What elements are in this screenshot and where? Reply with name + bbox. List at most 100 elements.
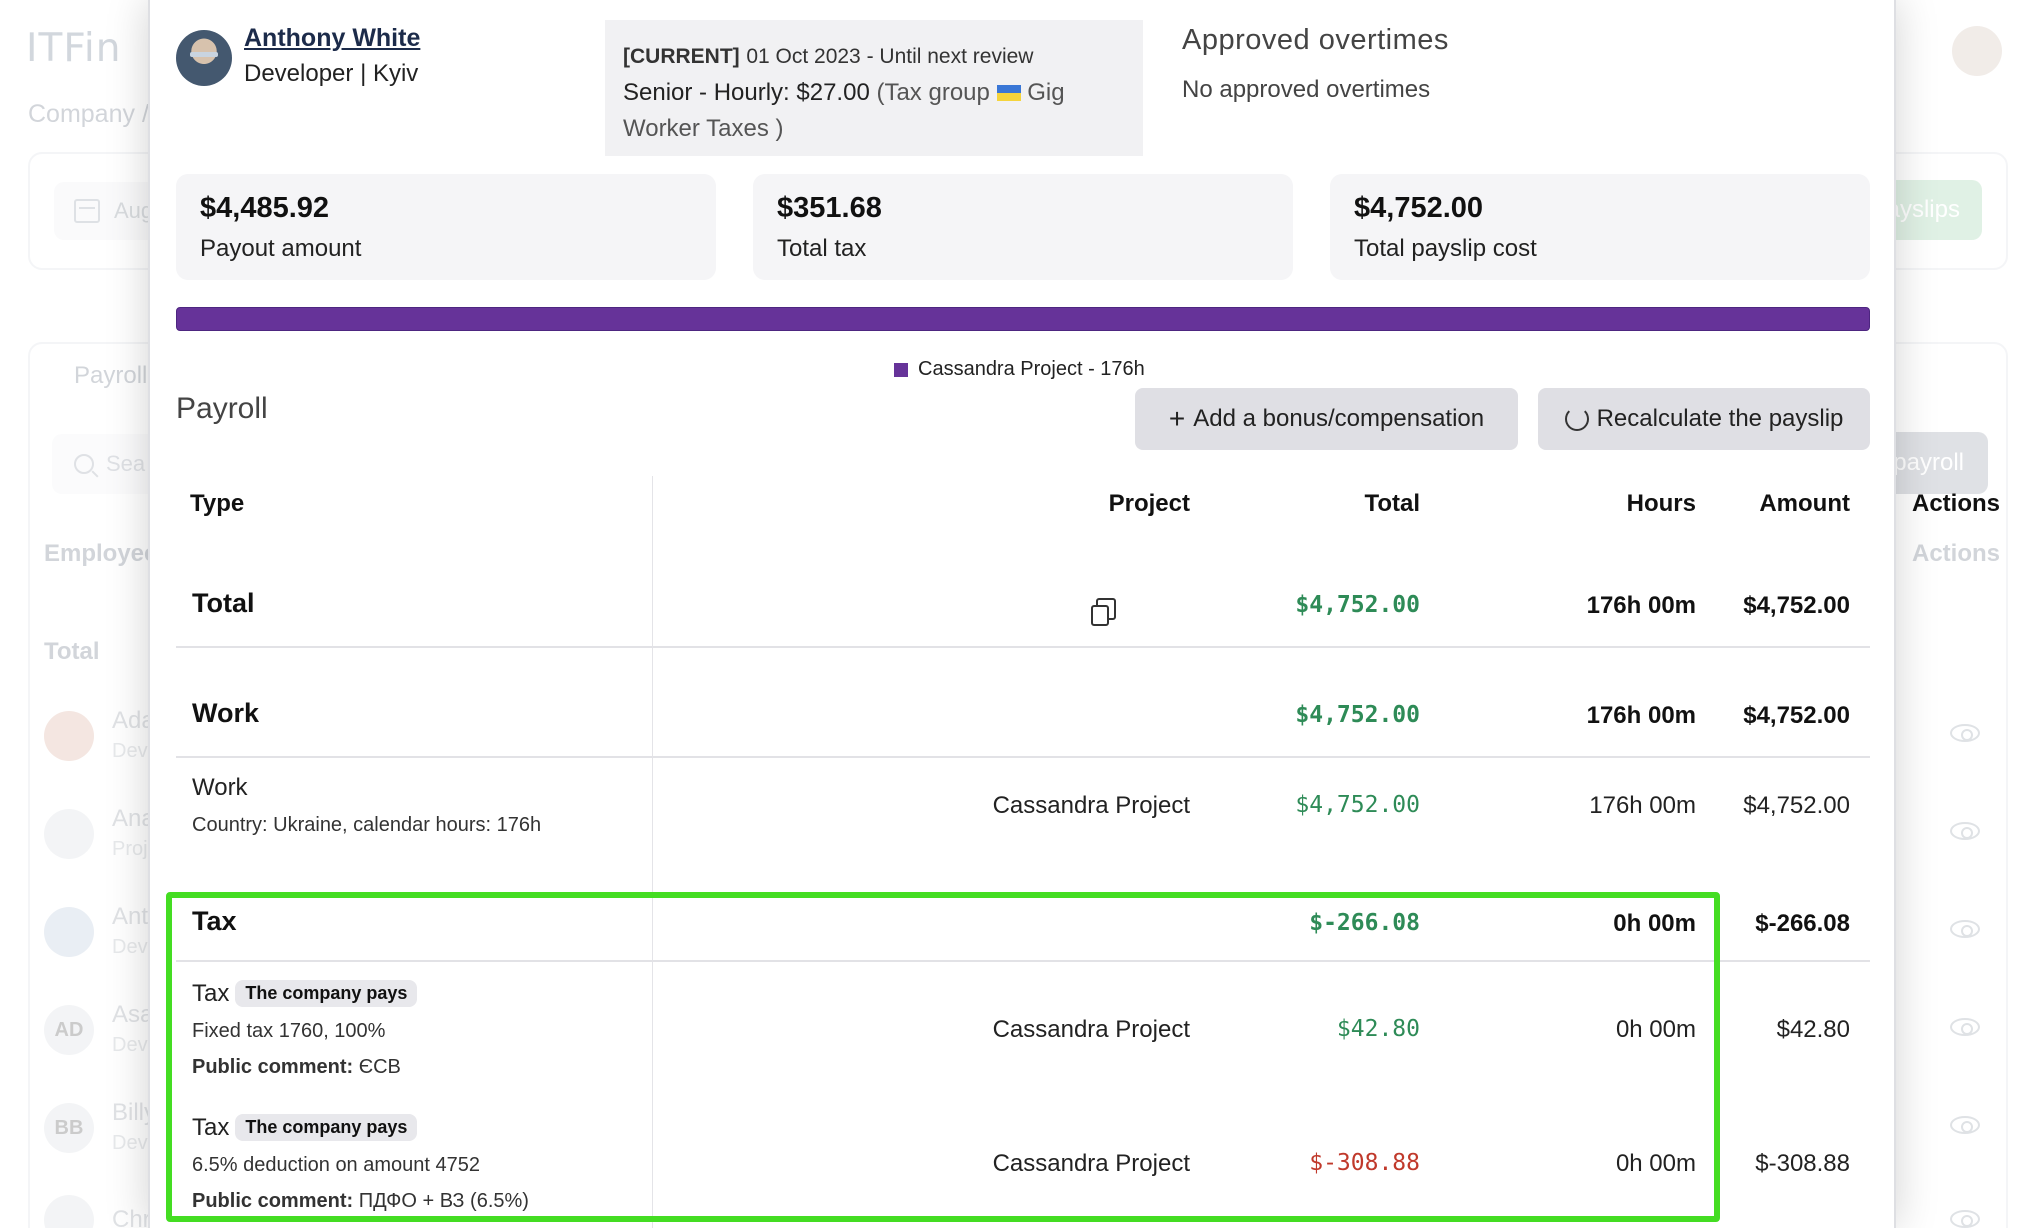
comment-label: Public comment: <box>192 1190 354 1212</box>
tax-section-hours: 0h 00m <box>1613 910 1696 937</box>
employee-role: Deve <box>112 936 159 958</box>
eye-icon[interactable] <box>1950 724 1980 742</box>
table-row[interactable]: BB Billy Deve <box>44 1098 159 1158</box>
tax-section-total: $-266.08 <box>1309 910 1420 936</box>
copy-icon[interactable] <box>1091 598 1116 626</box>
work-section-hours: 176h 00m <box>1586 702 1696 729</box>
add-bonus-button[interactable]: + Add a bonus/compensation <box>1135 388 1518 450</box>
employee-role: Deve <box>112 740 159 762</box>
stat-label: Total payslip cost <box>1354 235 1537 262</box>
payroll-section-title: Payroll <box>176 392 268 425</box>
tax-section-label: Tax <box>192 906 237 936</box>
table-row[interactable]: Anth Deve <box>44 902 161 962</box>
tax-item-row: Tax The company pays <box>192 980 418 1008</box>
row-divider <box>176 646 1870 648</box>
eye-icon[interactable] <box>1950 1018 1980 1036</box>
employee-role: Deve <box>112 1034 159 1056</box>
tab-payroll[interactable]: Payroll <box>74 362 148 389</box>
project-hours-bar <box>176 307 1870 331</box>
comment-text: ЄСВ <box>358 1056 401 1078</box>
add-bonus-label: Add a bonus/compensation <box>1193 405 1485 432</box>
eye-icon[interactable] <box>1950 822 1980 840</box>
contract-info: [CURRENT] 01 Oct 2023 - Until next revie… <box>605 20 1143 156</box>
tax-item-amount: $42.80 <box>1776 1016 1850 1043</box>
employee-name: Ada <box>112 707 155 734</box>
work-item-project: Cassandra Project <box>992 792 1190 819</box>
tax-item-label: Tax <box>192 1114 230 1141</box>
app-logo: ITFin <box>26 26 122 71</box>
eye-icon[interactable] <box>1950 1116 1980 1134</box>
search-icon <box>74 454 94 474</box>
tax-item-total: $42.80 <box>1336 1016 1420 1042</box>
column-divider <box>652 476 653 1228</box>
eye-icon[interactable] <box>1950 920 1980 938</box>
payslip-drawer: Anthony White Developer | Kyiv [CURRENT]… <box>148 0 2000 1228</box>
comment-label: Public comment: <box>192 1056 354 1078</box>
tax-item-project: Cassandra Project <box>992 1150 1190 1177</box>
company-pays-badge: The company pays <box>235 980 418 1007</box>
avatar <box>44 1195 94 1228</box>
stat-value: $4,752.00 <box>1354 192 1484 224</box>
column-header-type: Type <box>190 490 245 517</box>
eye-icon[interactable] <box>1950 1210 1980 1228</box>
recalculate-button[interactable]: Recalculate the payslip <box>1538 388 1870 450</box>
employee-column-header: Employee <box>44 540 158 567</box>
table-row[interactable]: AD Asar Deve <box>44 1000 161 1060</box>
tax-group-name-cont: Worker Taxes ) <box>623 115 784 142</box>
table-row[interactable]: Ada Deve <box>44 706 159 766</box>
work-item-detail: Country: Ukraine, calendar hours: 176h <box>192 814 542 836</box>
avatar <box>44 907 94 957</box>
ukraine-flag-icon <box>996 85 1021 101</box>
calendar-icon <box>74 199 100 223</box>
stat-label: Payout amount <box>200 235 362 262</box>
total-row-amount: $4,752.00 <box>1743 592 1850 619</box>
contract-status-tag: [CURRENT] <box>623 45 740 68</box>
tax-item-detail: 6.5% deduction on amount 4752 <box>192 1154 480 1176</box>
employee-avatar <box>176 30 232 86</box>
work-item-label: Work <box>192 774 248 801</box>
stat-total-tax: $351.68 Total tax <box>753 174 1293 280</box>
tax-item-label: Tax <box>192 980 230 1007</box>
column-header-actions: Actions <box>1911 490 2000 517</box>
actions-column-header: Actions <box>1912 540 2001 567</box>
total-row-label: Total <box>192 588 255 618</box>
refresh-icon <box>1564 407 1589 431</box>
stat-value: $4,485.92 <box>200 192 330 224</box>
stat-payslip-cost: $4,752.00 Total payslip cost <box>1330 174 1870 280</box>
search-placeholder: Sea <box>106 451 146 476</box>
company-pays-badge: The company pays <box>235 1114 418 1141</box>
plus-icon: + <box>1168 403 1186 434</box>
recalculate-label: Recalculate the payslip <box>1596 405 1844 432</box>
column-header-total: Total <box>1364 490 1420 517</box>
tax-item-comment: Public comment: ЄСВ <box>192 1056 401 1079</box>
overtimes-title: Approved overtimes <box>1182 24 1449 56</box>
contract-period: 01 Oct 2023 - Until next review <box>746 45 1034 68</box>
work-item-total: $4,752.00 <box>1295 792 1420 818</box>
avatar: BB <box>44 1103 94 1153</box>
column-header-amount: Amount <box>1759 490 1850 517</box>
tax-section-amount: $-266.08 <box>1755 910 1850 937</box>
row-divider <box>176 960 1870 962</box>
employee-role: Developer | Kyiv <box>244 60 419 87</box>
avatar <box>44 711 94 761</box>
date-filter-value: Aug <box>114 198 154 223</box>
column-header-project: Project <box>1108 490 1190 517</box>
column-header-hours: Hours <box>1626 490 1696 517</box>
contract-rate: Senior - Hourly: $27.00 <box>623 79 870 106</box>
stat-payout: $4,485.92 Payout amount <box>176 174 716 280</box>
overtimes-empty: No approved overtimes <box>1182 76 1431 103</box>
comment-text: ПДФО + ВЗ (6.5%) <box>358 1190 529 1212</box>
avatar: AD <box>44 1005 94 1055</box>
employee-role: Proje <box>112 838 159 860</box>
row-divider <box>176 756 1870 758</box>
table-row[interactable]: Chri <box>44 1190 156 1228</box>
tax-group-prefix: (Tax group <box>876 79 990 106</box>
legend-swatch <box>894 362 908 377</box>
breadcrumb[interactable]: Company / <box>28 100 149 128</box>
tax-item-comment: Public comment: ПДФО + ВЗ (6.5%) <box>192 1190 529 1213</box>
user-avatar[interactable] <box>1952 26 2002 76</box>
total-row-label: Total <box>44 638 100 665</box>
legend-label: Cassandra Project - 176h <box>918 358 1145 380</box>
tax-item-hours: 0h 00m <box>1615 1150 1696 1177</box>
employee-name-link[interactable]: Anthony White <box>244 24 421 52</box>
